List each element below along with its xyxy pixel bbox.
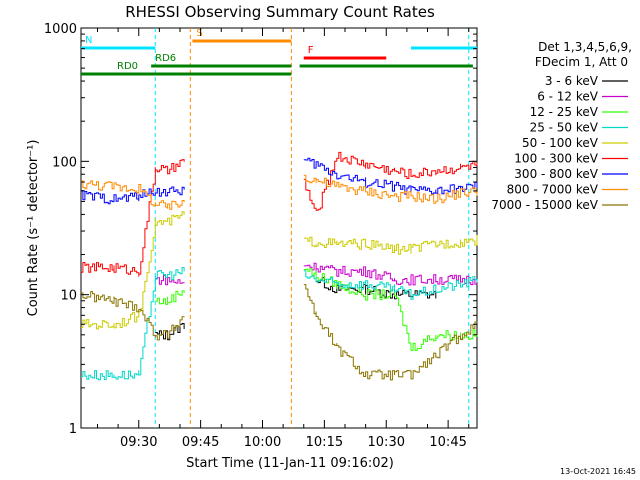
flag-label-RD6: RD6 (155, 53, 176, 64)
legend-label-0: 3 - 6 keV (545, 74, 599, 88)
flag-label-S: S (196, 28, 202, 39)
y-tick-label-3: 1000 (44, 22, 77, 37)
legend: Det 1,3,4,5,6,9, FDecim 1, Att 0 3 - 6 k… (491, 40, 632, 212)
series-line-7 (81, 174, 478, 210)
plot-border (80, 27, 478, 429)
legend-label-8: 7000 - 15000 keV (491, 198, 598, 212)
legend-header-line-2: FDecim 1, Att 0 (535, 55, 628, 69)
y-axis-label: Count Rate (s⁻¹ detector⁻¹) (26, 140, 41, 317)
legend-label-6: 300 - 800 keV (514, 167, 598, 181)
x-axis-label: Start Time (11-Jan-11 09:16:02) (186, 456, 394, 471)
y-tick-label-2: 100 (52, 155, 77, 170)
series-line-2 (155, 268, 478, 351)
x-tick-label-5: 10:45 (429, 435, 466, 450)
y-tick-label-1: 10 (60, 289, 77, 304)
x-tick-label-3: 10:15 (306, 435, 343, 450)
x-tick-label-4: 10:30 (368, 435, 405, 450)
series-line-5 (81, 151, 478, 277)
x-tick-label-2: 10:00 (244, 435, 281, 450)
series-line-4 (81, 211, 478, 330)
legend-label-3: 25 - 50 keV (530, 121, 599, 135)
x-tick-label-0: 09:30 (120, 435, 157, 450)
legend-label-2: 12 - 25 keV (530, 105, 599, 119)
legend-label-4: 50 - 100 keV (522, 136, 599, 150)
y-tick-label-0: 1 (69, 422, 77, 437)
x-tick-label-1: 09:45 (182, 435, 219, 450)
flag-label-F: F (308, 45, 314, 56)
series-line-1 (155, 262, 478, 286)
x-axis: 09:30 09:45 10:00 10:15 10:30 10:45 (97, 28, 470, 450)
date-stamp: 13-Oct-2021 16:45 (560, 467, 636, 476)
legend-label-1: 6 - 12 keV (537, 90, 599, 104)
legend-header-line-1: Det 1,3,4,5,6,9, (538, 40, 632, 54)
chart-title: RHESSI Observing Summary Count Rates (125, 3, 435, 21)
flag-bars: S F N RD0 RD6 (81, 28, 477, 76)
y-axis: 1 10 100 1000 (44, 22, 477, 437)
legend-label-7: 800 - 7000 keV (507, 183, 599, 197)
series-line-3 (81, 267, 478, 381)
flag-label-N: N (85, 35, 92, 46)
series-layer (81, 151, 478, 381)
flag-label-RD0: RD0 (117, 61, 138, 72)
series-line-6 (81, 157, 478, 205)
series-line-8 (81, 284, 478, 381)
legend-label-5: 100 - 300 keV (514, 152, 598, 166)
